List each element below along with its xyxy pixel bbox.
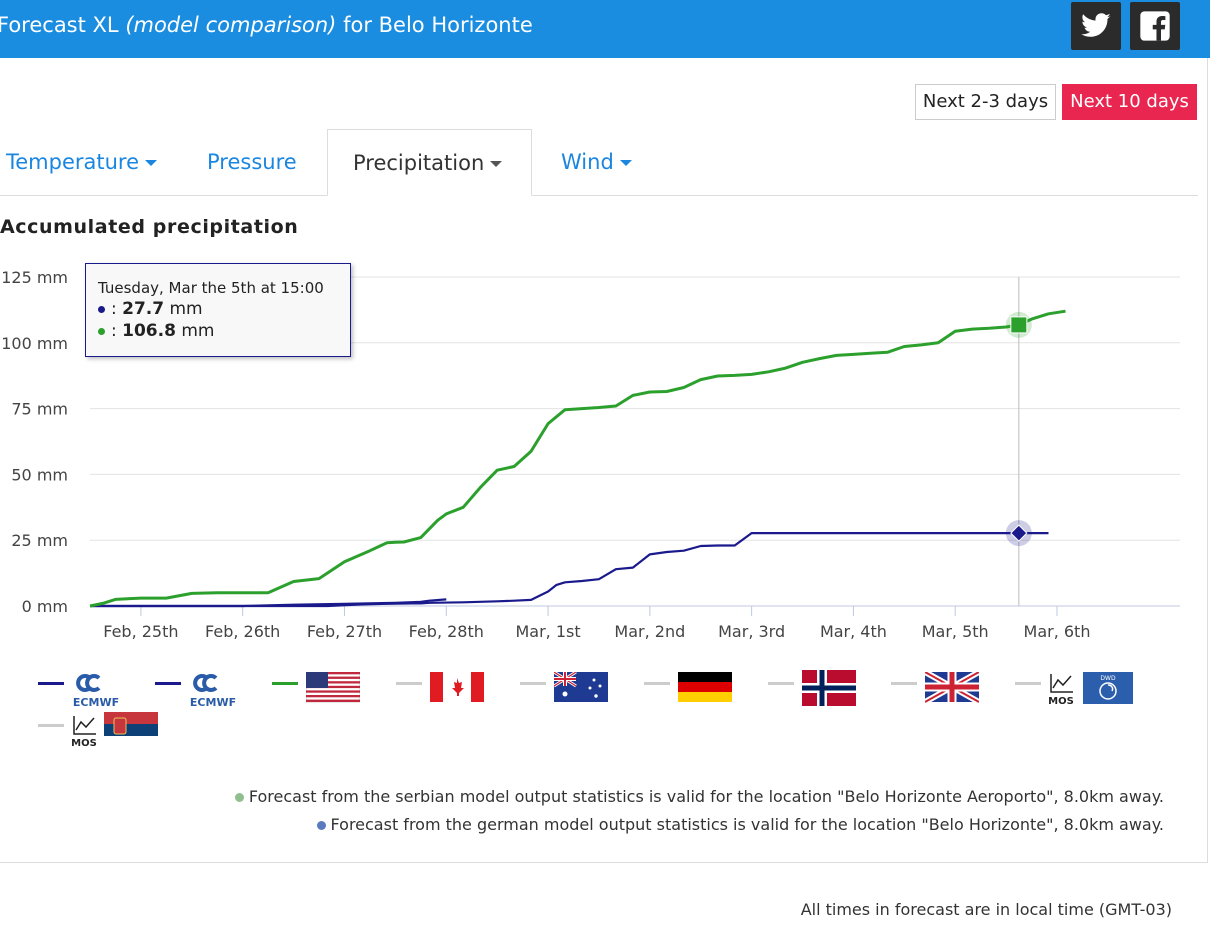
legend-line (272, 682, 298, 685)
canada-flag-icon (430, 672, 484, 702)
usa-flag-icon (306, 672, 360, 703)
tooltip-row-green: : 106.8 mm (98, 321, 338, 341)
y-tick-label: 0 mm (22, 597, 68, 616)
x-tick-label: Feb, 26th (205, 622, 280, 641)
next-2-3-days-button[interactable]: Next 2-3 days (915, 84, 1056, 120)
chart-title: Accumulated precipitation (0, 216, 299, 238)
hover-marker-diamond (1010, 524, 1028, 542)
tab-pressure-label: Pressure (207, 150, 297, 174)
chart-tooltip: Tuesday, Mar the 5th at 15:00 : 27.7 mm … (85, 263, 351, 357)
tooltip-value-green: 106.8 (122, 321, 176, 341)
hover-marker-square (1010, 316, 1028, 334)
legend-line (396, 682, 422, 685)
tooltip-value-blue: 27.7 (122, 299, 165, 319)
y-tick-label: 50 mm (11, 465, 68, 484)
x-tick-label: Mar, 1st (515, 622, 580, 641)
legend-line (520, 682, 546, 685)
x-tick-label: Mar, 6th (1024, 622, 1091, 641)
note-dot-icon (234, 793, 244, 802)
x-tick-label: Mar, 2nd (614, 622, 685, 641)
note-german-mos: Forecast from the german model output st… (316, 815, 1164, 834)
note-dot-icon (316, 821, 326, 830)
ecmwf-logo-icon: ECMWF (190, 674, 236, 709)
title-italic: (model comparison) (125, 13, 337, 37)
next-10-days-button[interactable]: Next 10 days (1062, 84, 1197, 120)
legend-line (891, 682, 917, 685)
legend-line (38, 724, 64, 727)
dwd-mos-icon: MOS DWD (1048, 672, 1133, 707)
tab-precipitation-label: Precipitation (353, 151, 485, 175)
series-dot-icon (98, 327, 105, 335)
timezone-note: All times in forecast are in local time … (800, 900, 1172, 919)
australia-flag-icon (554, 672, 608, 702)
x-tick-label: Feb, 28th (409, 622, 484, 641)
chevron-down-icon (490, 161, 503, 167)
ecmwf-logo-text: ECMWF (73, 696, 119, 709)
twitter-share-button[interactable] (1071, 2, 1121, 50)
title-suffix: for Belo Horizonte (343, 13, 533, 37)
x-tick-label: Feb, 25th (103, 622, 178, 641)
note-serbian-mos: Forecast from the serbian model output s… (234, 787, 1164, 806)
tooltip-unit: mm (181, 321, 215, 341)
mos-text: MOS (1048, 696, 1074, 707)
chevron-down-icon (145, 160, 158, 166)
y-tick-label: 75 mm (11, 400, 68, 419)
title-prefix: Forecast XL (0, 13, 119, 37)
legend-line (768, 682, 794, 685)
tooltip-sep: : (111, 321, 117, 341)
serbia-mos-icon: MOS (71, 712, 158, 749)
x-tick-label: Mar, 5th (922, 622, 989, 641)
series-line (89, 309, 1066, 608)
legend-line (644, 682, 670, 685)
page-title: Forecast XL (model comparison) for Belo … (0, 13, 533, 37)
series-line (90, 532, 1049, 608)
germany-flag-icon (678, 672, 732, 702)
forecast-panel (0, 58, 1208, 863)
tab-temperature-label: Temperature (6, 150, 140, 174)
legend-line (155, 682, 181, 685)
norway-flag-icon (802, 670, 856, 706)
legend-line (1015, 682, 1041, 685)
legend-line (38, 682, 64, 685)
x-tick-label: Mar, 3rd (718, 622, 785, 641)
facebook-share-button[interactable] (1130, 2, 1180, 50)
note-text: Forecast from the german model output st… (330, 815, 1164, 834)
tab-wind[interactable]: Wind (561, 129, 632, 196)
ecmwf-logo-text: ECMWF (190, 696, 236, 709)
series-line (90, 598, 447, 608)
uk-flag-icon (925, 672, 979, 704)
dwd-badge-text: DWD (1100, 675, 1116, 682)
x-tick-label: Feb, 27th (307, 622, 382, 641)
note-text: Forecast from the serbian model output s… (248, 787, 1164, 806)
tab-wind-label: Wind (561, 150, 614, 174)
x-tick-label: Mar, 4th (820, 622, 887, 641)
tooltip-date: Tuesday, Mar the 5th at 15:00 (98, 279, 324, 297)
tooltip-unit: mm (169, 299, 203, 319)
mos-text: MOS (71, 738, 97, 749)
y-tick-label: 25 mm (11, 531, 68, 550)
tab-temperature[interactable]: Temperature (6, 129, 158, 196)
ecmwf-logo-icon: ECMWF (73, 674, 119, 709)
chevron-down-icon (619, 160, 632, 166)
facebook-icon (1140, 11, 1170, 41)
top-bar: Forecast XL (model comparison) for Belo … (0, 0, 1210, 58)
tabs-divider (0, 195, 1198, 196)
tooltip-row-blue: : 27.7 mm (98, 299, 338, 319)
tooltip-sep: : (111, 299, 117, 319)
y-tick-label: 125 mm (1, 268, 68, 287)
twitter-icon (1081, 13, 1111, 37)
y-tick-label: 100 mm (1, 334, 68, 353)
tab-pressure[interactable]: Pressure (207, 129, 297, 196)
tab-precipitation[interactable]: Precipitation (327, 129, 532, 196)
series-dot-icon (98, 305, 105, 313)
